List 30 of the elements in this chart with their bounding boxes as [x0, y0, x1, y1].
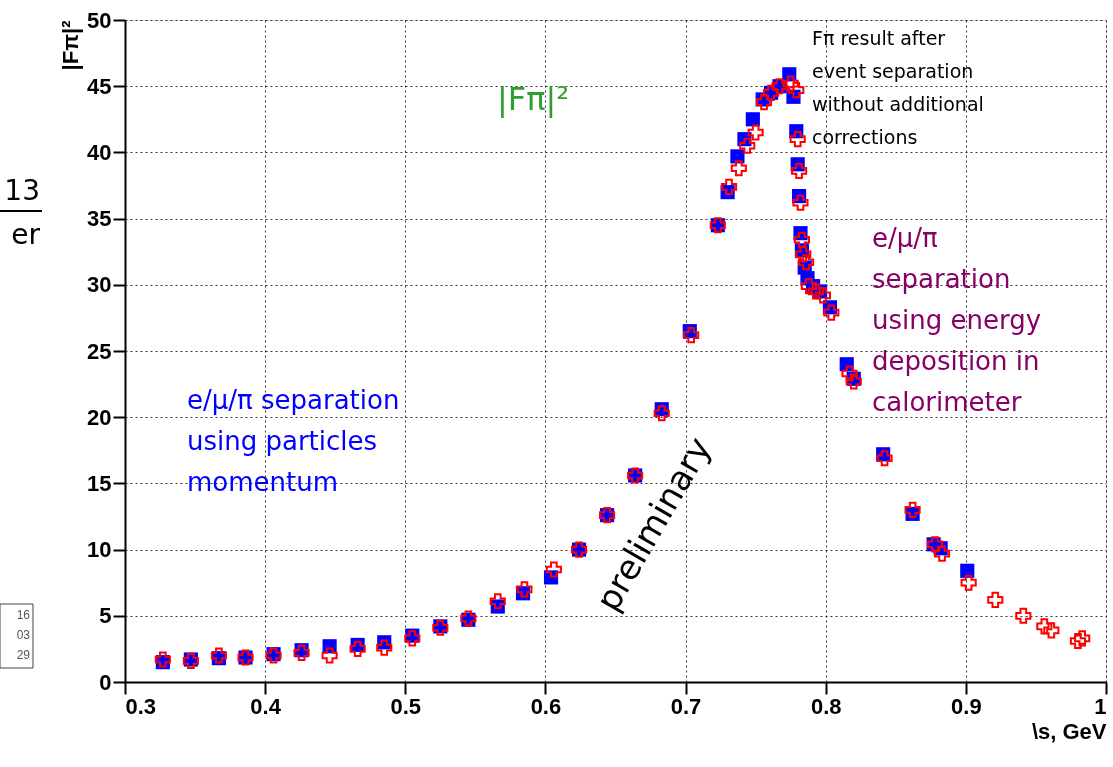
x-tick-label: 0.3 [125, 693, 157, 719]
text: 03 [16, 628, 31, 642]
text: 13 [4, 174, 40, 207]
x-tick-label: 0.5 [390, 693, 422, 719]
annotation: e/μ/π separation using particles momentum [187, 385, 400, 497]
y-tick-label: 10 [87, 537, 112, 563]
x-tick-label: 1 [1094, 693, 1107, 719]
text: 29 [16, 648, 31, 662]
y-tick-label: 0 [99, 669, 112, 695]
y-tick-label: 15 [87, 470, 112, 496]
x-tick-label: 0.8 [810, 693, 842, 719]
y-tick-label: 45 [87, 73, 112, 99]
y-tick-label: 50 [87, 7, 112, 33]
annotation: |Fπ|² [497, 80, 570, 118]
y-tick-label: 25 [87, 338, 112, 364]
x-tick-label: 0.9 [951, 693, 982, 719]
y-tick-label: 20 [87, 404, 112, 430]
text: 16 [16, 608, 31, 622]
y-tick-label: 35 [87, 206, 112, 232]
y-tick-label: 30 [87, 272, 112, 298]
x-tick-label: 0.7 [670, 693, 702, 719]
y-tick-label: 40 [87, 139, 112, 165]
annotation: Fπ result after event separation without additional corrections [812, 27, 984, 148]
x-tick-label: 0.4 [250, 693, 282, 719]
y-tick-label: 5 [99, 603, 112, 629]
annotation: e/μ/π separation using energy deposition in calorimeter [872, 223, 1042, 417]
y-axis-title: |Fπ|² [58, 20, 84, 71]
x-tick-label: 0.6 [530, 693, 562, 719]
x-axis-title: \s, GeV [1031, 718, 1107, 744]
text: er [11, 218, 41, 251]
